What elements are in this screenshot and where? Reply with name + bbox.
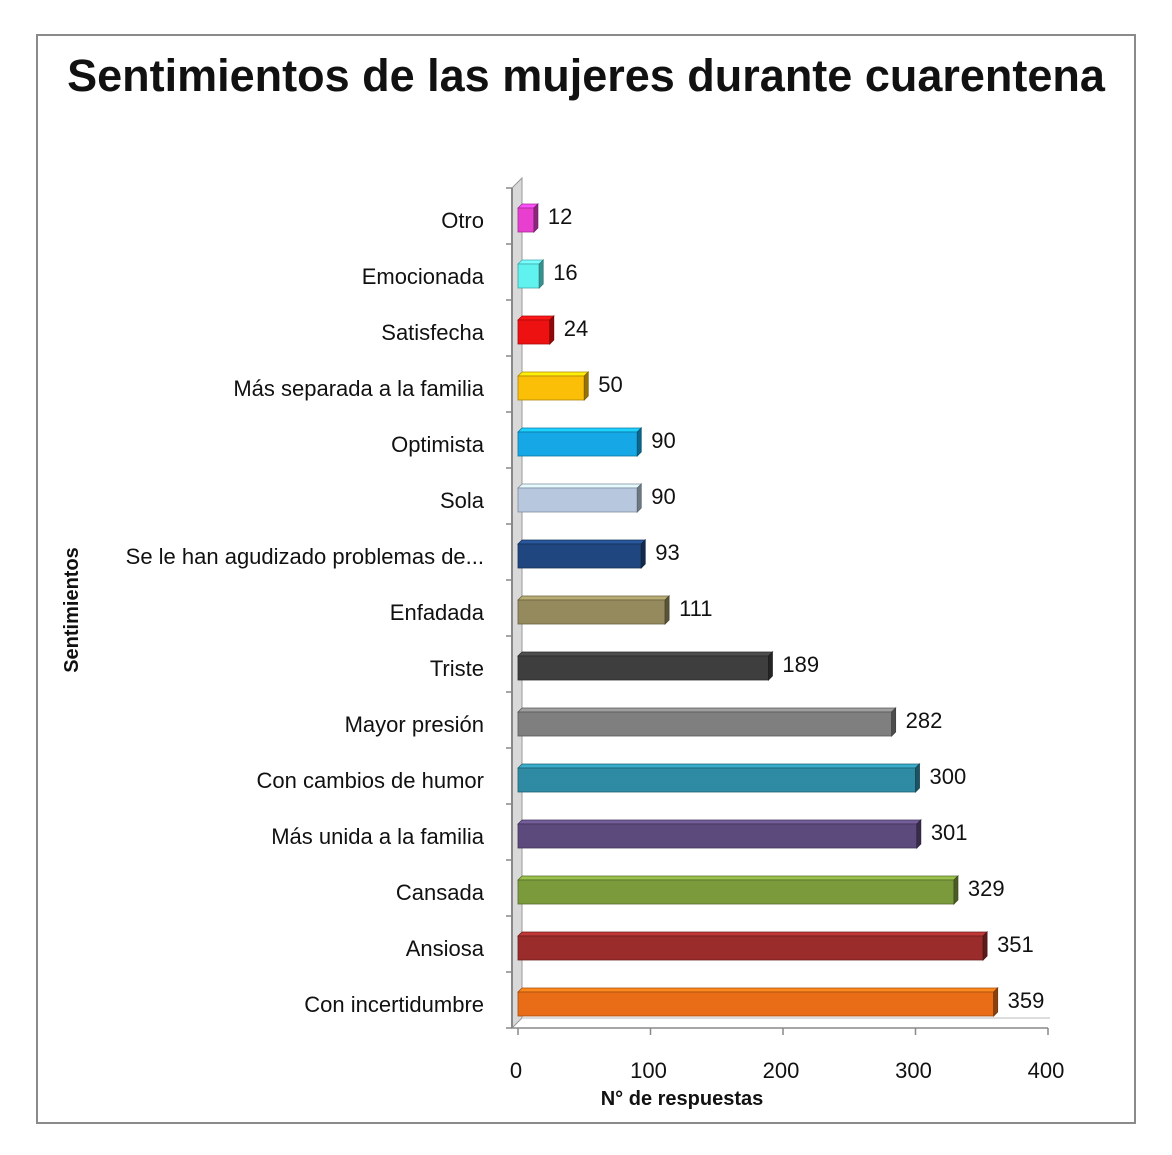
bar-front-face xyxy=(517,655,769,681)
bar-end-face xyxy=(982,931,988,961)
bar xyxy=(517,931,989,961)
bar-end-face xyxy=(549,315,555,345)
data-label: 301 xyxy=(931,820,968,845)
data-label: 90 xyxy=(651,428,675,453)
bar-front-face xyxy=(517,991,995,1017)
bar-end-face xyxy=(768,651,773,681)
category-label: Mayor presión xyxy=(345,712,484,737)
bar-end-face xyxy=(993,987,999,1017)
bar xyxy=(517,763,921,793)
bar-top-face xyxy=(517,987,999,993)
bar-top-face xyxy=(517,931,989,937)
bar-end-face xyxy=(953,875,959,905)
bar xyxy=(517,539,647,569)
bar-front-face xyxy=(517,375,585,401)
chart-title: Sentimientos de las mujeres durante cuar… xyxy=(67,50,1105,101)
bar xyxy=(517,427,643,457)
bar-top-face xyxy=(517,707,897,713)
category-label: Satisfecha xyxy=(381,320,484,345)
bar-end-face xyxy=(583,371,589,401)
data-label: 189 xyxy=(782,652,819,677)
bar-front-face xyxy=(517,207,535,233)
bar xyxy=(517,875,959,905)
bar-top-face xyxy=(517,315,555,321)
bar-front-face xyxy=(517,823,918,849)
data-label: 50 xyxy=(598,372,622,397)
data-label: 90 xyxy=(651,484,675,509)
x-tick-label: 200 xyxy=(763,1058,800,1083)
bar-end-face xyxy=(636,483,642,513)
bar xyxy=(517,707,897,737)
bar-top-face xyxy=(517,427,643,433)
bar xyxy=(517,315,555,345)
data-label: 16 xyxy=(553,260,577,285)
bar-front-face xyxy=(517,599,666,625)
bar-top-face xyxy=(517,651,774,657)
bar-top-face xyxy=(517,875,959,881)
data-label: 12 xyxy=(548,204,572,229)
category-label: Optimista xyxy=(391,432,485,457)
category-label: Cansada xyxy=(396,880,485,905)
x-tick-label: 100 xyxy=(630,1058,667,1083)
bar-end-face xyxy=(640,539,646,569)
data-label: 351 xyxy=(997,932,1034,957)
bar xyxy=(517,371,590,401)
bar-end-face xyxy=(916,819,922,849)
data-label: 359 xyxy=(1008,988,1045,1013)
bar-top-face xyxy=(517,483,643,489)
bar-front-face xyxy=(517,543,642,569)
bar xyxy=(517,595,671,625)
data-label: 282 xyxy=(906,708,943,733)
data-label: 93 xyxy=(655,540,679,565)
category-label: Sola xyxy=(440,488,485,513)
data-label: 300 xyxy=(930,764,967,789)
bar-front-face xyxy=(517,879,955,905)
category-label: Más separada a la familia xyxy=(233,376,484,401)
bar-end-face xyxy=(915,763,920,793)
bar-end-face xyxy=(891,707,897,737)
category-label: Ansiosa xyxy=(406,936,485,961)
x-tick-label: 0 xyxy=(510,1058,522,1083)
x-axis-title: N° de respuestas xyxy=(601,1088,764,1110)
bar xyxy=(517,819,922,849)
bar xyxy=(517,203,539,233)
x-tick-label: 400 xyxy=(1028,1058,1065,1083)
bar-top-face xyxy=(517,595,671,601)
data-label: 24 xyxy=(564,316,588,341)
bar-front-face xyxy=(517,935,984,961)
bar xyxy=(517,259,545,289)
bar-front-face xyxy=(517,487,638,513)
bar-front-face xyxy=(517,431,638,457)
category-label: Más unida a la familia xyxy=(271,824,485,849)
bar-front-face xyxy=(517,711,893,737)
category-label: Con cambios de humor xyxy=(257,768,484,793)
bar xyxy=(517,987,999,1017)
bar-end-face xyxy=(664,595,670,625)
bar-top-face xyxy=(517,539,647,545)
bar-end-face xyxy=(636,427,642,457)
category-label: Otro xyxy=(441,208,484,233)
category-label: Emocionada xyxy=(362,264,485,289)
category-label: Triste xyxy=(430,656,484,681)
category-label: Enfadada xyxy=(390,600,485,625)
bar-front-face xyxy=(517,319,551,345)
y-axis-title: Sentimientos xyxy=(61,547,83,673)
x-tick-label: 300 xyxy=(895,1058,932,1083)
bar-top-face xyxy=(517,819,922,825)
bar xyxy=(517,483,643,513)
bar-front-face xyxy=(517,767,916,793)
data-label: 111 xyxy=(679,596,712,621)
bar-end-face xyxy=(533,203,539,233)
category-label: Con incertidumbre xyxy=(304,992,484,1017)
category-label: Se le han agudizado problemas de... xyxy=(126,544,484,569)
bar-front-face xyxy=(517,263,540,289)
bar-top-face xyxy=(517,763,921,769)
bar xyxy=(517,651,774,681)
bar-top-face xyxy=(517,371,590,377)
bar-end-face xyxy=(538,259,544,289)
data-label: 329 xyxy=(968,876,1005,901)
